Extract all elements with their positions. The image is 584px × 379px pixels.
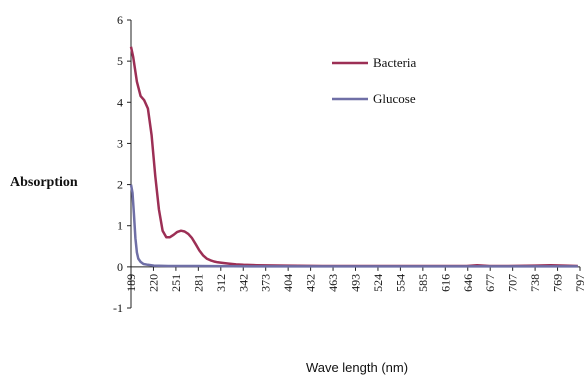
legend-label-bacteria: Bacteria xyxy=(373,55,417,70)
series-line-glucose xyxy=(129,184,578,268)
x-tick-label: 797 xyxy=(573,274,584,292)
x-axis-label: Wave length (nm) xyxy=(306,360,408,375)
y-tick-label: 4 xyxy=(117,95,123,109)
x-tick-label: 524 xyxy=(371,274,385,292)
x-tick-labels: 189 220 251 281 312 342 373 404 432 463 493 524 554 5… xyxy=(124,274,584,292)
series-layer xyxy=(129,46,578,268)
y-tick-label: 1 xyxy=(117,219,123,233)
x-tick-label: 585 xyxy=(416,274,430,292)
x-tick-label: 646 xyxy=(461,274,475,292)
x-tick-label: 738 xyxy=(528,274,542,292)
y-tick-labels: -1 0 1 2 3 4 5 6 xyxy=(113,13,123,315)
y-tick-label: -1 xyxy=(113,301,123,315)
legend: Bacteria Glucose xyxy=(332,55,417,106)
x-tick-label: 342 xyxy=(236,274,250,292)
x-tick-label: 554 xyxy=(393,274,407,292)
x-tick-label: 189 xyxy=(124,274,138,292)
legend-label-glucose: Glucose xyxy=(373,91,416,106)
x-tick-label: 707 xyxy=(506,274,520,292)
y-tick-label: 0 xyxy=(117,260,123,274)
x-tick-label: 463 xyxy=(326,274,340,292)
x-tick-label: 432 xyxy=(304,274,318,292)
y-axis-label: Absorption xyxy=(10,175,78,190)
y-tick-label: 6 xyxy=(117,13,123,27)
x-tick-label: 404 xyxy=(281,274,295,292)
x-tick-label: 251 xyxy=(169,274,183,292)
x-tick-label: 281 xyxy=(191,274,205,292)
x-tick-label: 312 xyxy=(214,274,228,292)
x-tick-label: 769 xyxy=(551,274,565,292)
y-tick-label: 2 xyxy=(117,178,123,192)
x-tick-label: 373 xyxy=(259,274,273,292)
y-tick-label: 3 xyxy=(117,136,123,150)
x-tick-label: 677 xyxy=(483,274,497,292)
y-tick-label: 5 xyxy=(117,54,123,68)
x-tick-label: 616 xyxy=(438,274,452,292)
series-line-bacteria xyxy=(129,46,578,268)
x-tick-label: 493 xyxy=(349,274,363,292)
x-tick-label: 220 xyxy=(146,274,160,292)
